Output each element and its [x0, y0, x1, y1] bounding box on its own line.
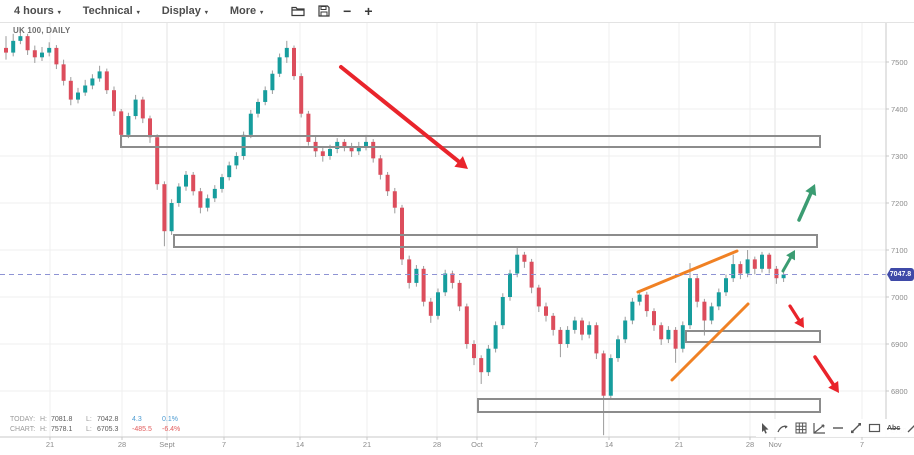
low-label: L:: [86, 426, 92, 433]
today-label: TODAY:: [10, 416, 36, 423]
more-menu[interactable]: More ▾: [230, 5, 263, 17]
low-label: L:: [86, 416, 92, 423]
open-folder-icon[interactable]: [291, 5, 305, 17]
toolbar-icon-group: − +: [291, 3, 373, 19]
time-axis-label: 14: [295, 440, 305, 449]
save-icon[interactable]: [318, 5, 330, 17]
more-label: More: [229, 5, 257, 17]
high-label: H:: [40, 416, 47, 423]
today-low-value: 7042.8: [97, 416, 119, 423]
zoom-out-button[interactable]: −: [343, 3, 352, 19]
technical-label: Technical: [82, 5, 133, 17]
time-axis-label: 14: [604, 440, 614, 449]
display-label: Display: [161, 5, 201, 17]
time-axis-label: 21: [674, 440, 684, 449]
price-axis-label: 7100: [891, 246, 908, 255]
time-axis-label: 21: [362, 440, 372, 449]
ray-line-icon[interactable]: [906, 422, 914, 434]
today-change-value: 4.3: [132, 416, 142, 423]
chart-range-label: CHART:: [10, 426, 36, 433]
chart-change-value: -485.5: [132, 426, 152, 433]
trendline-icon[interactable]: [850, 422, 862, 434]
chevron-down-icon: ▾: [260, 9, 264, 16]
drawing-toolbar: Abc: [756, 419, 914, 437]
display-menu[interactable]: Display ▾: [162, 5, 208, 17]
high-label: H:: [40, 426, 47, 433]
chevron-down-icon: ▾: [57, 9, 61, 16]
chart-change-pct: -6.4%: [162, 426, 181, 433]
chevron-down-icon: ▾: [136, 9, 140, 16]
time-axis-label: Nov: [768, 440, 782, 449]
top-toolbar: 4 hours ▾ Technical ▾ Display ▾ More ▾ −…: [0, 0, 914, 23]
rectangle-icon[interactable]: [868, 422, 881, 434]
price-axis-label: 7000: [891, 293, 908, 302]
zoom-in-button[interactable]: +: [364, 3, 373, 19]
price-axis-label: 6800: [891, 387, 908, 396]
time-axis-label: Oct: [471, 440, 483, 449]
chevron-down-icon: ▾: [204, 9, 208, 16]
price-axis-label: 6900: [891, 340, 908, 349]
chart-high-value: 7578.1: [51, 426, 73, 433]
curved-arrow-icon[interactable]: [777, 422, 789, 434]
horizontal-line-icon[interactable]: [832, 422, 844, 434]
angle-lines-icon[interactable]: [813, 422, 826, 434]
timeframe-label: 4 hours: [14, 5, 54, 17]
grid-icon[interactable]: [795, 422, 807, 434]
chart-low-value: 6705.3: [97, 426, 119, 433]
today-status-row: TODAY: H: 7081.8 L: 7042.8 4.3 0.1%: [10, 416, 188, 423]
today-change-pct: 0.1%: [162, 416, 178, 423]
today-high-value: 7081.8: [51, 416, 73, 423]
time-axis-label: 28: [432, 440, 442, 449]
timeframe-dropdown[interactable]: 4 hours ▾: [14, 5, 61, 17]
price-axis-label: 7300: [891, 152, 908, 161]
text-tool-icon[interactable]: Abc: [887, 424, 901, 432]
price-axis-label: 7500: [891, 58, 908, 67]
cursor-icon[interactable]: [760, 422, 771, 434]
time-axis-label: 7: [859, 440, 865, 449]
time-axis-label: Sept: [159, 440, 175, 449]
price-tag: 7047.8: [887, 268, 914, 282]
chart-instrument-label: UK 100, DAILY: [13, 26, 71, 35]
technical-menu[interactable]: Technical ▾: [83, 5, 140, 17]
time-axis-label: 7: [533, 440, 539, 449]
time-axis-label: 21: [45, 440, 55, 449]
time-axis-label: 7: [221, 440, 227, 449]
price-axis-label: 7200: [891, 199, 908, 208]
price-axis-label: 7400: [891, 105, 908, 114]
time-axis-label: 28: [745, 440, 755, 449]
time-axis-label: 28: [117, 440, 127, 449]
chart-status-row: CHART: H: 7578.1 L: 6705.3 -485.5 -6.4%: [10, 426, 188, 433]
